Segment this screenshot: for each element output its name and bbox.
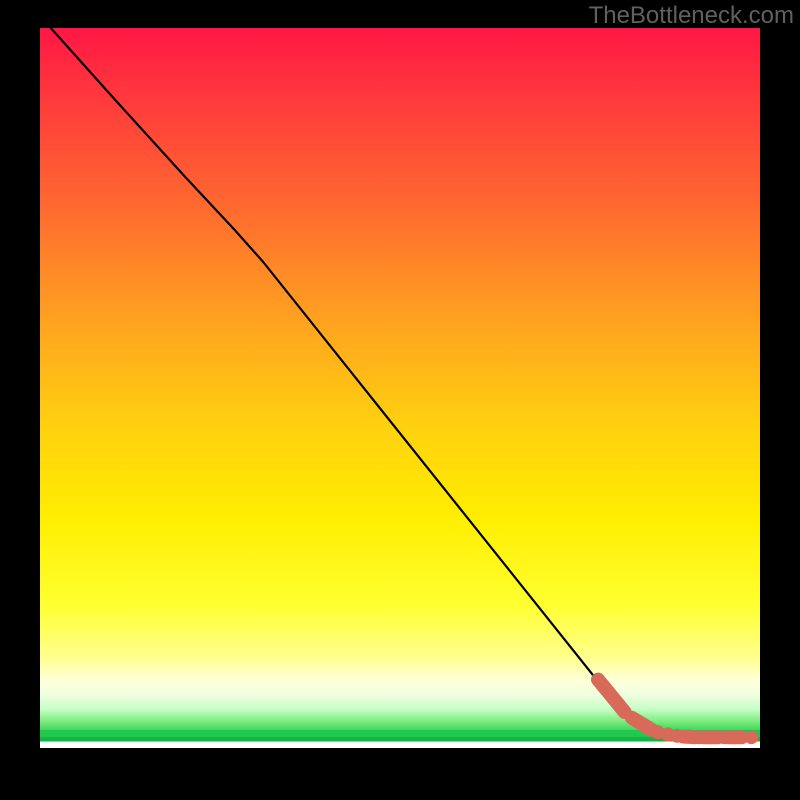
chart-svg <box>0 0 800 800</box>
chart-container: TheBottleneck.com <box>0 0 800 800</box>
watermark-text: TheBottleneck.com <box>589 2 794 30</box>
